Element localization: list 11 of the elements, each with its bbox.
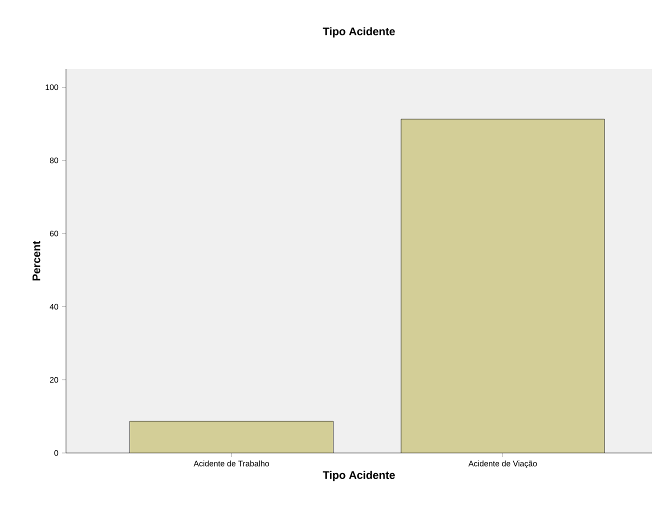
chart-title: Tipo Acidente: [322, 27, 395, 38]
y-tick-label: 0: [54, 450, 58, 456]
y-tick-label: 80: [50, 158, 58, 164]
y-axis-title: Percent: [32, 240, 40, 280]
y-tick-label: 100: [46, 84, 58, 90]
y-tick-label: 40: [50, 304, 58, 310]
y-tick-label: 20: [50, 377, 58, 383]
x-tick-label: Acidente de Trabalho: [194, 460, 270, 466]
x-tick-label: Acidente de Viação: [468, 460, 537, 468]
x-axis-title: Tipo Acidente: [322, 470, 395, 482]
y-tick-label: 60: [50, 230, 58, 236]
